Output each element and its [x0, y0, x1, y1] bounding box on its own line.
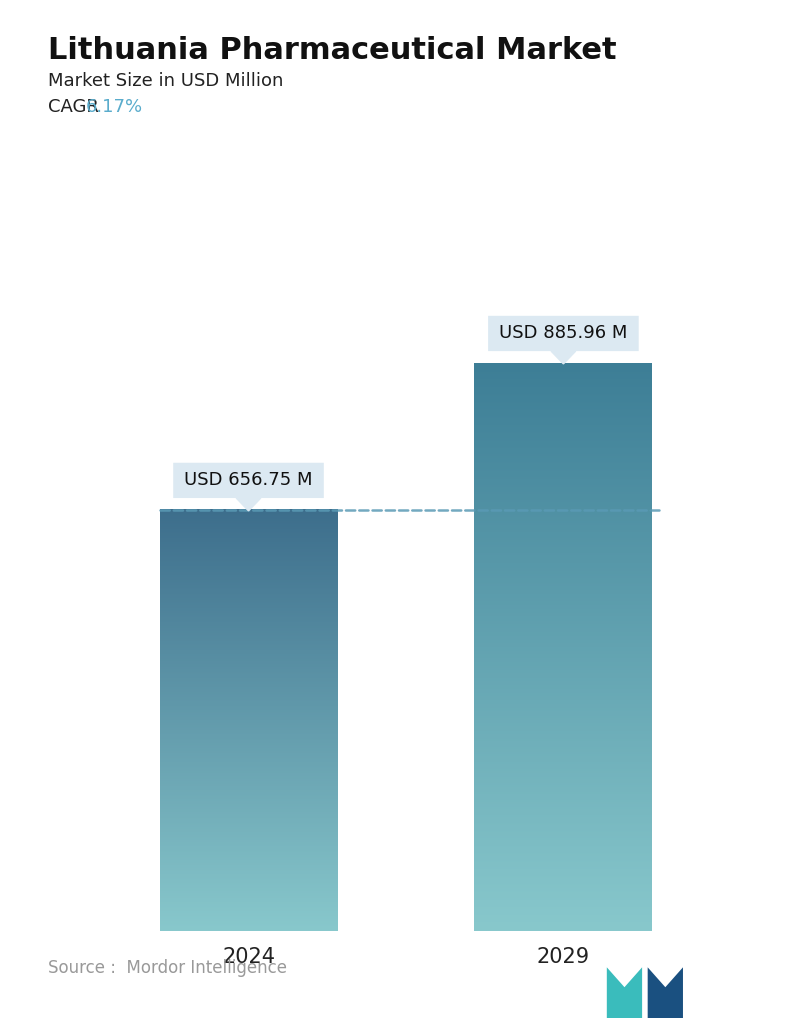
FancyBboxPatch shape: [174, 463, 324, 498]
Text: CAGR: CAGR: [48, 98, 104, 116]
Text: Market Size in USD Million: Market Size in USD Million: [48, 72, 283, 90]
Text: USD 656.75 M: USD 656.75 M: [184, 472, 313, 489]
FancyBboxPatch shape: [488, 315, 638, 352]
Text: Source :  Mordor Intelligence: Source : Mordor Intelligence: [48, 960, 287, 977]
Polygon shape: [236, 498, 261, 511]
Text: 6.17%: 6.17%: [86, 98, 143, 116]
Polygon shape: [648, 968, 683, 1018]
Polygon shape: [551, 352, 576, 364]
Text: Lithuania Pharmaceutical Market: Lithuania Pharmaceutical Market: [48, 36, 616, 65]
Polygon shape: [607, 968, 642, 1018]
Text: USD 885.96 M: USD 885.96 M: [499, 325, 627, 342]
